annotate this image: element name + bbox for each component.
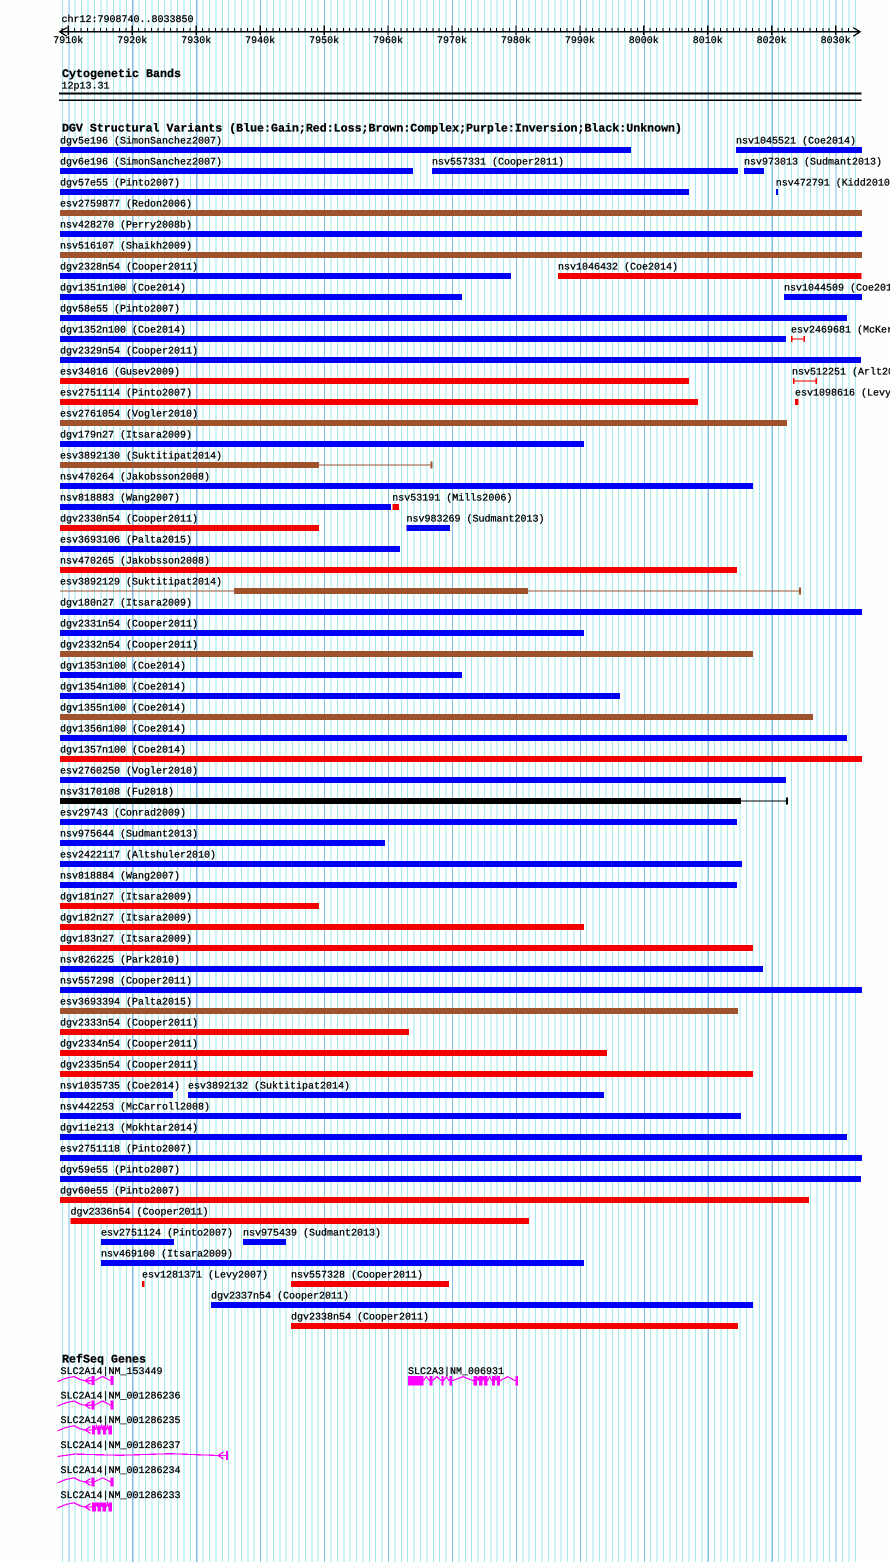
- svg-text:dgv1351n100 (Coe2014): dgv1351n100 (Coe2014): [60, 283, 186, 295]
- svg-text:nsv818883 (Wang2007): nsv818883 (Wang2007): [60, 493, 180, 505]
- svg-text:nsv428270 (Perry2008b): nsv428270 (Perry2008b): [60, 220, 192, 232]
- svg-text:dgv60e55 (Pinto2007): dgv60e55 (Pinto2007): [60, 1186, 180, 1198]
- svg-text:Cytogenetic Bands: Cytogenetic Bands: [62, 68, 181, 81]
- svg-text:dgv2329n54 (Cooper2011): dgv2329n54 (Cooper2011): [60, 346, 198, 358]
- svg-text:nsv1035735 (Coe2014): nsv1035735 (Coe2014): [60, 1081, 180, 1093]
- svg-text:nsv975439 (Sudmant2013): nsv975439 (Sudmant2013): [243, 1228, 381, 1240]
- svg-text:esv2422117 (Altshuler2010): esv2422117 (Altshuler2010): [60, 850, 216, 862]
- svg-text:7960k: 7960k: [373, 35, 403, 47]
- svg-text:dgv2337n54 (Cooper2011): dgv2337n54 (Cooper2011): [211, 1291, 349, 1303]
- svg-text:dgv181n27 (Itsara2009): dgv181n27 (Itsara2009): [60, 892, 192, 904]
- svg-text:SLC2A14|NM_153449: SLC2A14|NM_153449: [61, 1366, 163, 1378]
- svg-text:esv2751114 (Pinto2007): esv2751114 (Pinto2007): [60, 388, 192, 400]
- svg-text:esv1281371 (Levy2007): esv1281371 (Levy2007): [142, 1270, 268, 1282]
- svg-text:nsv557298 (Cooper2011): nsv557298 (Cooper2011): [60, 976, 192, 988]
- svg-text:dgv2338n54 (Cooper2011): dgv2338n54 (Cooper2011): [291, 1312, 429, 1324]
- svg-text:dgv2328n54 (Cooper2011): dgv2328n54 (Cooper2011): [60, 262, 198, 274]
- svg-text:dgv11e213 (Mokhtar2014): dgv11e213 (Mokhtar2014): [60, 1123, 198, 1135]
- svg-text:nsv983269 (Sudmant2013): nsv983269 (Sudmant2013): [407, 514, 545, 526]
- svg-text:dgv2335n54 (Cooper2011): dgv2335n54 (Cooper2011): [60, 1060, 198, 1072]
- svg-text:dgv2334n54 (Cooper2011): dgv2334n54 (Cooper2011): [60, 1039, 198, 1051]
- svg-text:dgv179n27 (Itsara2009): dgv179n27 (Itsara2009): [60, 430, 192, 442]
- svg-text:dgv1352n100 (Coe2014): dgv1352n100 (Coe2014): [60, 325, 186, 337]
- svg-text:dgv2332n54 (Cooper2011): dgv2332n54 (Cooper2011): [60, 640, 198, 652]
- svg-text:nsv975644 (Sudmant2013): nsv975644 (Sudmant2013): [60, 829, 198, 841]
- svg-text:SLC2A14|NM_001286237: SLC2A14|NM_001286237: [61, 1440, 181, 1452]
- svg-text:7980k: 7980k: [501, 35, 531, 47]
- svg-text:dgv2330n54 (Cooper2011): dgv2330n54 (Cooper2011): [60, 514, 198, 526]
- svg-text:nsv3170108 (Fu2018): nsv3170108 (Fu2018): [60, 787, 174, 799]
- svg-text:dgv2331n54 (Cooper2011): dgv2331n54 (Cooper2011): [60, 619, 198, 631]
- svg-text:12p13.31: 12p13.31: [62, 81, 110, 92]
- svg-text:nsv516107 (Shaikh2009): nsv516107 (Shaikh2009): [60, 241, 192, 253]
- svg-text:DGV Structural Variants (Blue:: DGV Structural Variants (Blue:Gain;Red:L…: [62, 122, 682, 135]
- svg-text:esv2761054 (Vogler2010): esv2761054 (Vogler2010): [60, 409, 198, 421]
- svg-text:7970k: 7970k: [437, 35, 467, 47]
- svg-text:SLC2A14|NM_001286235: SLC2A14|NM_001286235: [61, 1415, 181, 1427]
- svg-text:nsv557331 (Cooper2011): nsv557331 (Cooper2011): [432, 157, 564, 169]
- svg-text:nsv818884 (Wang2007): nsv818884 (Wang2007): [60, 871, 180, 883]
- svg-text:dgv57e55 (Pinto2007): dgv57e55 (Pinto2007): [60, 178, 180, 190]
- svg-text:dgv182n27 (Itsara2009): dgv182n27 (Itsara2009): [60, 913, 192, 925]
- svg-text:nsv1046432 (Coe2014): nsv1046432 (Coe2014): [558, 262, 678, 274]
- svg-text:esv34016 (Gusev2009): esv34016 (Gusev2009): [60, 367, 180, 379]
- svg-text:SLC2A14|NM_001286234: SLC2A14|NM_001286234: [61, 1465, 181, 1477]
- svg-text:RefSeq Genes: RefSeq Genes: [62, 1353, 146, 1366]
- svg-text:dgv6e196 (SimonSanchez2007): dgv6e196 (SimonSanchez2007): [60, 157, 222, 169]
- svg-text:dgv5e196 (SimonSanchez2007): dgv5e196 (SimonSanchez2007): [60, 136, 222, 148]
- svg-text:dgv1353n100 (Coe2014): dgv1353n100 (Coe2014): [60, 661, 186, 673]
- svg-text:nsv512251 (Arlt2011): nsv512251 (Arlt2011): [792, 367, 890, 379]
- svg-text:esv3892132 (Suktitipat2014): esv3892132 (Suktitipat2014): [188, 1081, 350, 1093]
- svg-text:dgv1355n100 (Coe2014): dgv1355n100 (Coe2014): [60, 703, 186, 715]
- svg-text:7990k: 7990k: [565, 35, 595, 47]
- svg-text:esv29743 (Conrad2009): esv29743 (Conrad2009): [60, 808, 186, 820]
- svg-text:nsv53191 (Mills2006): nsv53191 (Mills2006): [392, 493, 512, 505]
- svg-text:esv2760250 (Vogler2010): esv2760250 (Vogler2010): [60, 766, 198, 778]
- svg-text:nsv470264 (Jakobsson2008): nsv470264 (Jakobsson2008): [60, 472, 210, 484]
- svg-text:nsv472791 (Kidd2010b): nsv472791 (Kidd2010b): [776, 178, 890, 190]
- svg-text:SLC2A14|NM_001286236: SLC2A14|NM_001286236: [61, 1391, 181, 1403]
- svg-text:nsv470265 (Jakobsson2008): nsv470265 (Jakobsson2008): [60, 556, 210, 568]
- svg-text:dgv58e55 (Pinto2007): dgv58e55 (Pinto2007): [60, 304, 180, 316]
- svg-text:dgv1356n100 (Coe2014): dgv1356n100 (Coe2014): [60, 724, 186, 736]
- svg-text:nsv469100 (Itsara2009): nsv469100 (Itsara2009): [101, 1249, 233, 1261]
- svg-text:dgv180n27 (Itsara2009): dgv180n27 (Itsara2009): [60, 598, 192, 610]
- svg-text:8020k: 8020k: [757, 35, 787, 47]
- svg-text:dgv2333n54 (Cooper2011): dgv2333n54 (Cooper2011): [60, 1018, 198, 1030]
- svg-text:esv3693106 (Palta2015): esv3693106 (Palta2015): [60, 535, 192, 547]
- svg-text:7940k: 7940k: [245, 35, 275, 47]
- svg-text:dgv1354n100 (Coe2014): dgv1354n100 (Coe2014): [60, 682, 186, 694]
- svg-text:dgv2336n54 (Cooper2011): dgv2336n54 (Cooper2011): [71, 1207, 209, 1219]
- svg-text:esv2751118 (Pinto2007): esv2751118 (Pinto2007): [60, 1144, 192, 1156]
- svg-text:nsv442253 (McCarroll2008): nsv442253 (McCarroll2008): [60, 1102, 210, 1114]
- svg-text:nsv826225 (Park2010): nsv826225 (Park2010): [60, 955, 180, 967]
- svg-text:8030k: 8030k: [821, 35, 851, 47]
- svg-text:SLC2A14|NM_001286233: SLC2A14|NM_001286233: [61, 1490, 181, 1502]
- svg-text:SLC2A3|NM_006931: SLC2A3|NM_006931: [408, 1366, 504, 1378]
- svg-text:7910k: 7910k: [53, 35, 83, 47]
- svg-text:esv2751124 (Pinto2007): esv2751124 (Pinto2007): [101, 1228, 233, 1240]
- svg-text:nsv1045521 (Coe2014): nsv1045521 (Coe2014): [736, 136, 856, 148]
- svg-text:nsv557328 (Cooper2011): nsv557328 (Cooper2011): [291, 1270, 423, 1282]
- svg-text:dgv1357n100 (Coe2014): dgv1357n100 (Coe2014): [60, 745, 186, 757]
- svg-text:dgv59e55 (Pinto2007): dgv59e55 (Pinto2007): [60, 1165, 180, 1177]
- svg-text:8010k: 8010k: [693, 35, 723, 47]
- svg-text:esv1098616 (Levy2007): esv1098616 (Levy2007): [795, 388, 890, 400]
- svg-text:nsv973013 (Sudmant2013): nsv973013 (Sudmant2013): [744, 157, 882, 169]
- svg-text:esv3892129 (Suktitipat2014): esv3892129 (Suktitipat2014): [60, 577, 222, 589]
- svg-text:esv2759877 (Redon2006): esv2759877 (Redon2006): [60, 199, 192, 211]
- svg-text:chr12:7908740..8033850: chr12:7908740..8033850: [62, 14, 194, 26]
- svg-text:7930k: 7930k: [181, 35, 211, 47]
- svg-text:7950k: 7950k: [309, 35, 339, 47]
- svg-text:esv3892130 (Suktitipat2014): esv3892130 (Suktitipat2014): [60, 451, 222, 463]
- svg-text:7920k: 7920k: [117, 35, 147, 47]
- svg-text:8000k: 8000k: [629, 35, 659, 47]
- svg-text:dgv183n27 (Itsara2009): dgv183n27 (Itsara2009): [60, 934, 192, 946]
- svg-text:esv3693394 (Palta2015): esv3693394 (Palta2015): [60, 997, 192, 1009]
- svg-text:nsv1044509 (Coe2014): nsv1044509 (Coe2014): [784, 283, 890, 295]
- svg-text:esv2469681 (McKernan2009): esv2469681 (McKernan2009): [791, 325, 890, 337]
